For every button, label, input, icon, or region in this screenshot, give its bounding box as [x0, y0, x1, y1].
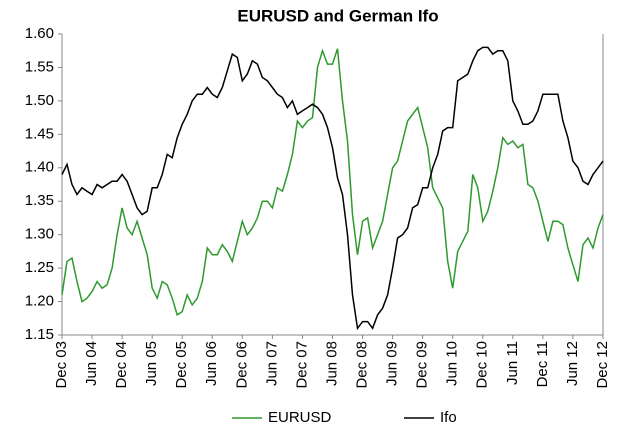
y-tick-label: 1.55	[25, 58, 54, 75]
x-tick-label: Jun 12	[564, 341, 581, 386]
x-tick-label: Jun 08	[323, 341, 340, 386]
x-tick-label: Dec 07	[293, 341, 310, 389]
x-tick-label: Dec 10	[474, 341, 491, 389]
x-tick-label: Jun 10	[444, 341, 461, 386]
x-tick-label: Dec 08	[354, 341, 371, 389]
x-tick-label: Dec 11	[534, 341, 551, 387]
x-tick-label: Dec 09	[414, 341, 431, 389]
y-tick-label: 1.15	[25, 326, 54, 343]
x-tick-label: Dec 05	[173, 341, 190, 389]
y-tick-label: 1.35	[25, 192, 54, 209]
legend-label: EURUSD	[268, 409, 332, 426]
y-tick-label: 1.45	[25, 125, 54, 142]
line-series	[61, 46, 604, 331]
x-tick-label: Dec 03	[53, 341, 70, 389]
x-tick-label: Dec 12	[594, 341, 611, 389]
legend-label: Ifo	[440, 409, 457, 426]
x-tick-label: Dec 04	[113, 341, 130, 389]
x-tick-label: Dec 06	[233, 341, 250, 389]
y-tick-label: 1.30	[25, 226, 54, 243]
y-tick-label: 1.40	[25, 159, 54, 176]
x-tick-label: Jun 09	[384, 341, 401, 386]
x-tick-label: Jun 05	[143, 341, 160, 386]
chart-title: EURUSD and German Ifo	[237, 6, 438, 25]
x-tick-label: Jun 04	[83, 341, 100, 386]
line-series	[61, 48, 604, 317]
y-tick-label: 1.25	[25, 259, 54, 276]
x-tick-label: Jun 07	[263, 341, 280, 386]
y-tick-label: 1.60	[25, 25, 54, 42]
y-tick-label: 1.20	[25, 293, 54, 310]
y-tick-label: 1.50	[25, 92, 54, 109]
x-tick-label: Jun 06	[203, 341, 220, 386]
x-tick-label: Jun 11	[504, 341, 521, 385]
